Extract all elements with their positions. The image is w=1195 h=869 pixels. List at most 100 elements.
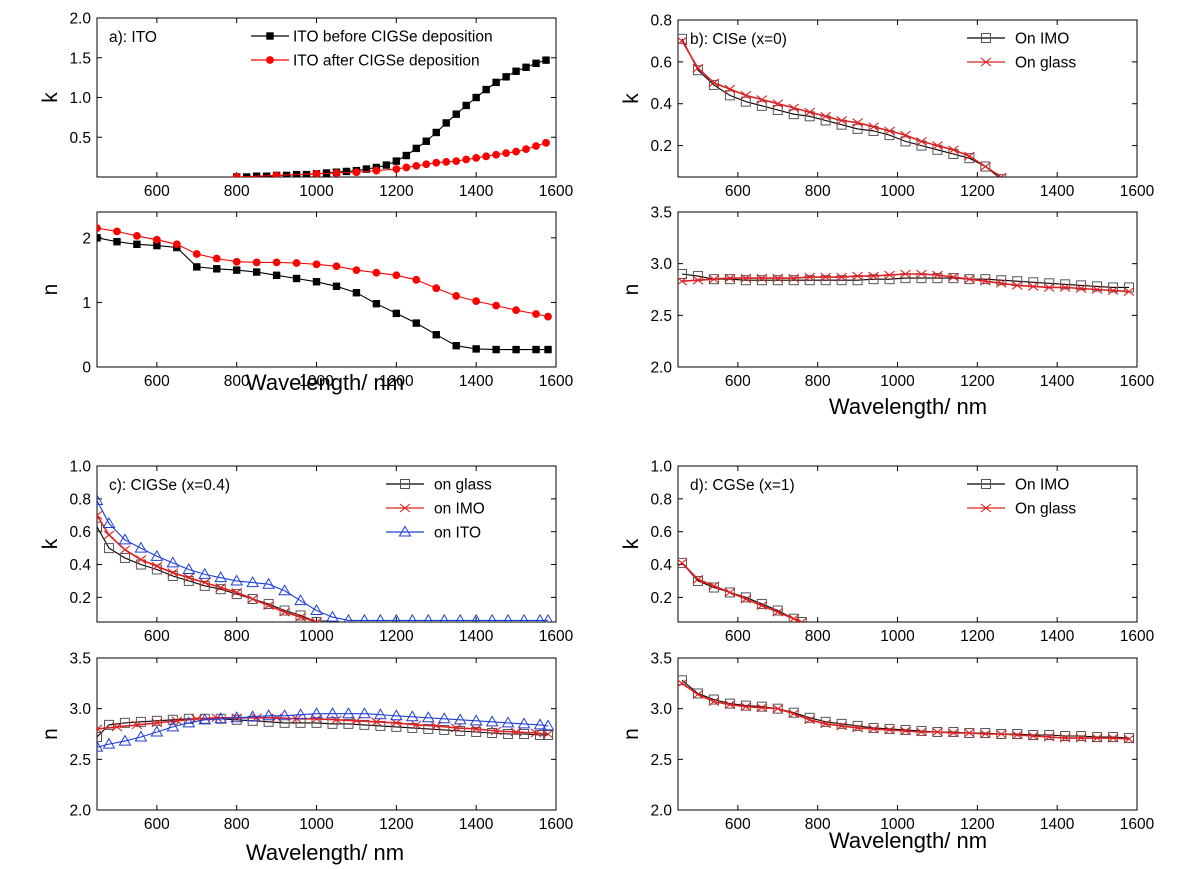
data-point-x	[331, 715, 342, 725]
legend-label: On glass	[1015, 501, 1076, 518]
data-layer	[678, 269, 1135, 296]
data-point-open-triangle	[501, 716, 515, 728]
data-point-circle	[192, 250, 201, 258]
data-point-circle	[292, 259, 301, 267]
data-point-square	[412, 144, 421, 153]
data-point-x	[852, 118, 863, 128]
data-point-open-square	[455, 725, 466, 736]
legend-swatch-marker	[980, 503, 992, 513]
x-axis-label: Wavelength/ nm	[829, 828, 987, 853]
data-point-square	[312, 278, 321, 286]
data-point-x	[756, 273, 768, 283]
data-point-x	[1059, 283, 1071, 292]
y-tick-label: 0.8	[650, 491, 672, 508]
data-point-circle	[422, 160, 431, 169]
y-axis-label: n	[39, 728, 62, 740]
data-point-open-square	[1109, 181, 1118, 190]
legend-swatch-marker	[399, 503, 411, 513]
data-point-open-triangle	[230, 711, 244, 723]
panel-2-subplot-n: 600 800 1000 1200 1400 1600 2.0 2.5 3.0 3.5 n	[39, 651, 574, 834]
data-point-x	[756, 703, 768, 713]
panel-0-subplot-k: 600 800 1000 1200 1400 1600 0.5 1.0 1.5 2.0 k ITO b…	[39, 11, 574, 201]
data-point-open-triangle	[246, 710, 260, 722]
series-line-on IMO	[97, 717, 549, 735]
data-point-x	[678, 276, 688, 286]
data-point-square	[452, 341, 460, 350]
plot-frame	[677, 657, 1138, 811]
data-point-open-triangle	[118, 533, 132, 545]
x-tick-label: 1200	[379, 628, 414, 645]
data-point-open-square	[996, 174, 1007, 177]
legend-swatch-marker	[400, 479, 410, 489]
y-tick-label: 0.2	[650, 138, 672, 155]
data-point-open-triangle	[423, 613, 433, 622]
data-point-open-triangle	[359, 613, 370, 622]
data-point-open-square	[487, 727, 498, 738]
series-line-on IMO	[97, 514, 319, 622]
data-point-open-triangle	[421, 711, 435, 723]
data-point-circle	[232, 257, 241, 266]
data-layer	[97, 493, 553, 622]
legend-swatch-marker	[980, 57, 992, 67]
x-tick-label: 1400	[459, 816, 494, 833]
data-point-open-triangle	[375, 613, 386, 622]
data-point-open-triangle	[134, 730, 148, 742]
x-tick-label: 1200	[379, 183, 414, 200]
data-point-open-square	[678, 557, 687, 568]
data-point-x	[900, 726, 911, 736]
y-tick-label: 2.0	[650, 803, 672, 820]
x-tick-label: 1000	[299, 183, 334, 200]
plot-frame	[96, 211, 557, 368]
data-point-open-square	[311, 617, 322, 622]
data-point-circle	[332, 262, 341, 271]
y-tick-label: 3.0	[69, 701, 91, 718]
data-point-open-triangle	[198, 713, 212, 725]
data-point-open-triangle	[469, 714, 483, 726]
data-point-open-triangle	[453, 713, 467, 725]
data-point-open-square	[319, 620, 330, 622]
data-point-open-triangle	[150, 549, 164, 561]
data-point-x	[151, 561, 163, 571]
x-tick-label: 1000	[880, 628, 915, 645]
data-point-open-triangle	[471, 613, 481, 622]
data-point-square	[542, 56, 550, 64]
data-point-square	[193, 263, 201, 271]
data-point-open-triangle	[407, 613, 418, 622]
data-point-square	[442, 119, 450, 127]
y-axis-label: n	[620, 284, 643, 296]
data-point-x	[868, 271, 879, 281]
data-point-square	[213, 265, 221, 273]
series-line-On IMO	[681, 679, 1130, 739]
data-point-circle	[97, 224, 101, 233]
data-point-x	[450, 723, 462, 733]
y-tick-label: 2.0	[69, 11, 91, 28]
data-point-open-square	[119, 717, 130, 728]
data-point-circle	[522, 145, 530, 154]
data-point-x	[788, 273, 800, 283]
plot-frame	[96, 465, 557, 623]
x-tick-label: 1200	[379, 373, 414, 390]
data-point-circle	[133, 231, 141, 240]
x-tick-label: 1200	[960, 183, 995, 200]
data-point-x	[884, 270, 895, 280]
data-point-x	[820, 111, 832, 121]
data-point-x	[964, 274, 975, 284]
y-tick-label: 0.4	[650, 96, 672, 113]
x-tick-label: 1000	[299, 816, 334, 833]
data-point-open-triangle	[97, 493, 104, 505]
y-tick-label: 3.5	[69, 651, 91, 668]
data-point-x	[692, 275, 704, 285]
data-point-open-square	[543, 730, 554, 741]
data-point-x	[948, 728, 959, 738]
x-axis-label: Wavelength/ nm	[829, 394, 987, 419]
data-point-x	[1123, 287, 1135, 296]
data-point-x	[724, 84, 736, 94]
data-point-open-square	[439, 724, 450, 735]
x-tick-label: 1400	[1040, 373, 1075, 390]
data-point-open-square	[740, 96, 751, 107]
x-tick-label: 1600	[539, 816, 574, 833]
legend-label: on ITO	[434, 525, 481, 542]
data-point-open-triangle	[262, 709, 275, 721]
data-point-open-triangle	[166, 556, 180, 568]
data-point-circle	[432, 158, 441, 167]
